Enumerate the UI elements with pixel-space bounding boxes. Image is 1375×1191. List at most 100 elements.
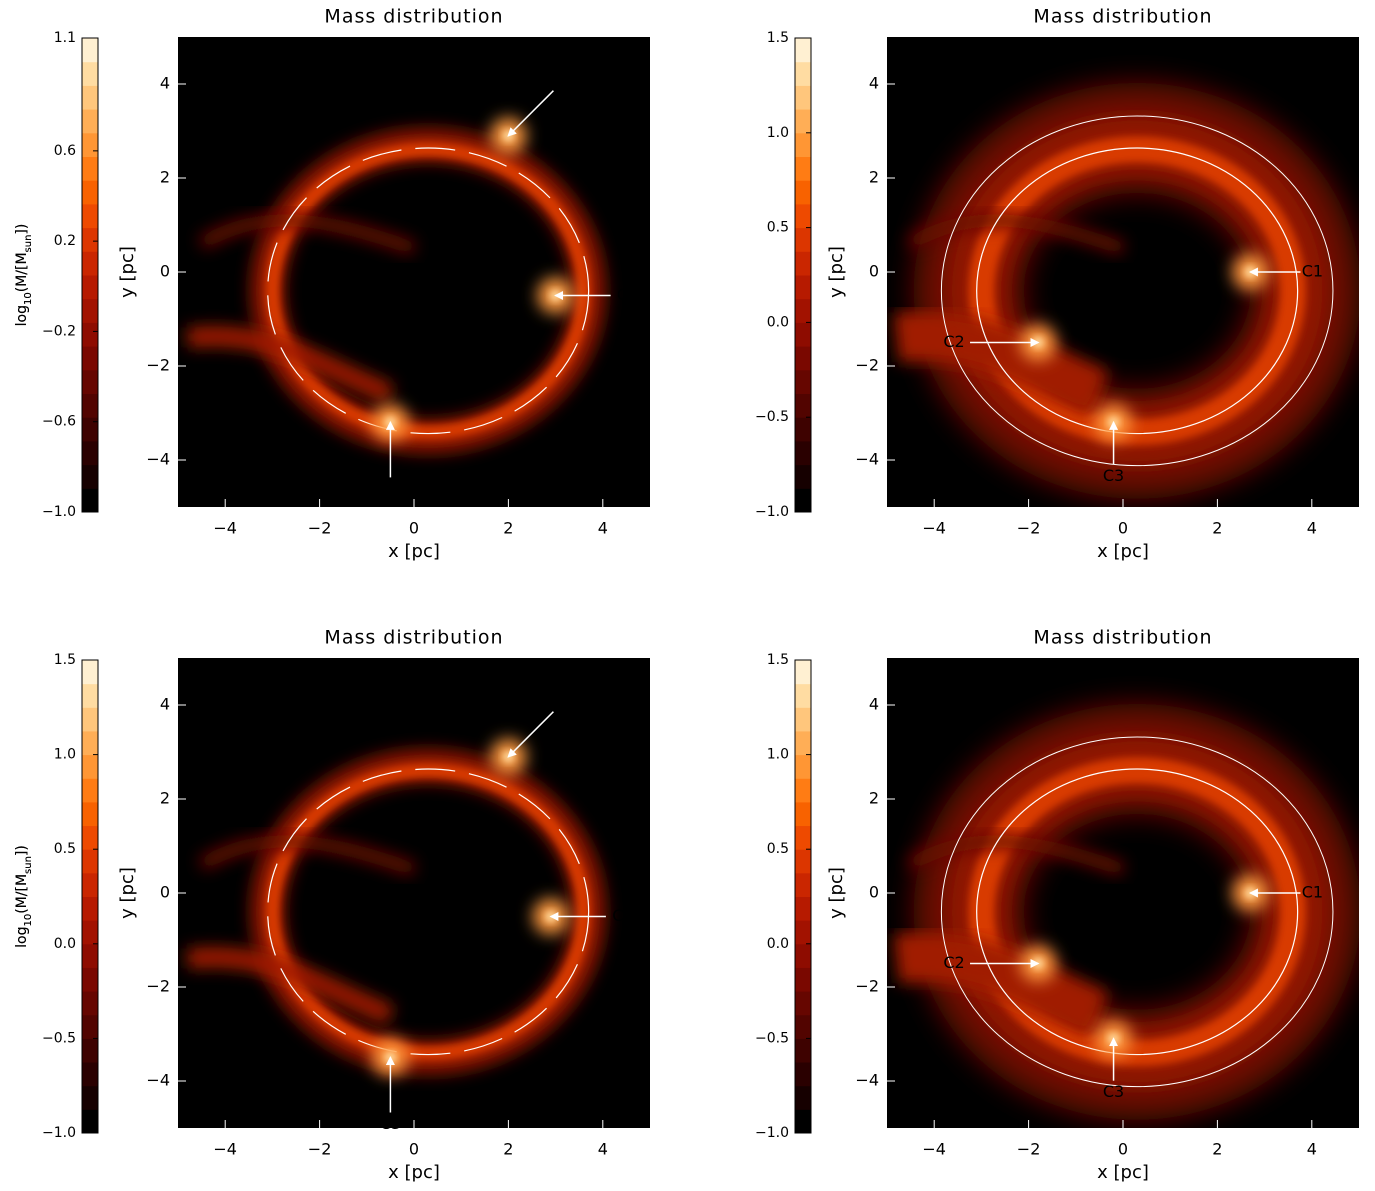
- heatmap-image: [893, 703, 1359, 1120]
- colorbar-step: [82, 464, 98, 489]
- colorbar-step: [82, 825, 98, 850]
- colorbar-step: [82, 1014, 98, 1039]
- colorbar-tick-label: 1.0: [54, 747, 76, 763]
- x-axis-label: x [pc]: [1097, 541, 1149, 562]
- x-tick-label: 2: [1212, 519, 1222, 538]
- colorbar-step: [82, 943, 98, 968]
- x-tick-label: 4: [598, 519, 608, 538]
- colorbar-step: [795, 683, 811, 708]
- y-tick-label: 2: [869, 789, 879, 808]
- annotation-label: C2: [943, 332, 964, 351]
- colorbar-step: [82, 440, 98, 466]
- x-tick-label: −2: [308, 1140, 332, 1159]
- colorbar-step: [795, 730, 811, 756]
- x-tick-label: −4: [922, 519, 946, 538]
- heatmap-filament: [968, 757, 1306, 1067]
- colorbar-label-part: (M/[M: [14, 252, 30, 292]
- colorbar-step: [82, 346, 98, 371]
- heatmap-filament: [893, 311, 1109, 418]
- colorbar-step: [795, 61, 811, 86]
- colorbar-step: [82, 38, 98, 63]
- colorbar-step: [82, 298, 98, 323]
- colorbar-step: [795, 1109, 811, 1134]
- colorbar-step: [82, 322, 98, 347]
- colorbar-tick-label: 1.1: [54, 30, 76, 46]
- colorbar-label-part: ]): [14, 224, 30, 235]
- y-tick-label: −2: [855, 977, 879, 996]
- colorbar-step: [795, 825, 811, 850]
- colorbar-tick-label: −0.5: [755, 1030, 789, 1046]
- colorbar-step: [795, 943, 811, 968]
- colorbar-label-part: 10: [23, 292, 34, 305]
- colorbar-label-part: (M/[M: [14, 252, 30, 292]
- colorbar-step: [795, 967, 811, 992]
- colorbar-step: [82, 849, 98, 874]
- colorbar-label-part: (M/[M: [14, 874, 30, 914]
- colorbar-tick-label: 0.5: [767, 841, 789, 857]
- colorbar-step: [82, 683, 98, 708]
- heatmap-filament: [265, 142, 591, 440]
- colorbar-step: [795, 778, 811, 803]
- colorbar-label-part: log: [14, 927, 30, 948]
- colorbar-step: [82, 393, 98, 418]
- colorbar-tick-label: 0.0: [767, 314, 789, 330]
- x-tick-label: −4: [213, 1140, 237, 1159]
- x-tick-label: 0: [1118, 519, 1128, 538]
- colorbar-tick-label: 1.5: [54, 652, 76, 668]
- annotation-label: C3: [380, 1114, 401, 1133]
- heatmap-filament: [893, 932, 1109, 1039]
- colorbar-step: [795, 275, 811, 300]
- colorbar-step: [82, 872, 98, 897]
- colorbar-tick-label: 0.0: [54, 936, 76, 952]
- annotation-arrow: [507, 90, 554, 137]
- colorbar-tick-label: −1.0: [42, 504, 76, 520]
- colorbar-step: [82, 801, 98, 827]
- annotation-arrow: [507, 711, 554, 758]
- heatmap-filament: [198, 834, 417, 877]
- colorbar-step: [82, 417, 98, 442]
- y-axis-label: y [pc]: [826, 246, 847, 298]
- colorbar-step: [795, 660, 811, 685]
- colorbar-step: [795, 85, 811, 110]
- colorbar-step: [795, 872, 811, 897]
- colorbar-step: [795, 920, 811, 945]
- colorbar-step: [795, 203, 811, 229]
- x-tick-label: 4: [598, 1140, 608, 1159]
- x-tick-label: 0: [409, 1140, 419, 1159]
- colorbar-step: [82, 778, 98, 803]
- y-tick-label: −2: [146, 356, 170, 375]
- colorbar-step: [82, 1085, 98, 1110]
- colorbar-step: [82, 203, 98, 229]
- y-axis-label: y [pc]: [826, 867, 847, 919]
- colorbar-step: [82, 132, 98, 157]
- colorbar-label-part: log: [14, 927, 30, 948]
- y-tick-label: −4: [855, 450, 879, 469]
- heatmap-filament: [198, 213, 417, 256]
- colorbar-step: [82, 1038, 98, 1063]
- y-tick-label: −4: [146, 450, 170, 469]
- colorbar-step: [82, 369, 98, 394]
- heatmap-filament: [186, 326, 395, 404]
- colorbar-frame: [81, 659, 99, 1134]
- colorbar-step: [795, 298, 811, 323]
- annotation-label: C3: [1103, 466, 1124, 485]
- colorbar-label-part: (M/[M: [14, 874, 30, 914]
- y-tick-label: −4: [146, 1071, 170, 1090]
- colorbar-step: [82, 109, 98, 134]
- colorbar-step: [82, 896, 98, 921]
- colorbar-label: log10(M/[Msun]): [14, 224, 34, 327]
- colorbar-label: log10(M/[Msun]): [14, 845, 34, 948]
- colorbar-step: [82, 275, 98, 300]
- heatmap-filament: [907, 834, 1126, 877]
- colorbar-label-part: sun: [23, 856, 34, 874]
- colorbar-label: log10(M/[Msun]): [14, 224, 34, 327]
- annotation-label: C1: [612, 906, 633, 925]
- colorbar-frame: [794, 659, 812, 1134]
- annotation-label: C2: [558, 688, 579, 707]
- annotation-label: C1: [1302, 883, 1323, 902]
- colorbar-step: [795, 346, 811, 371]
- y-tick-label: −4: [855, 1071, 879, 1090]
- contour: [940, 115, 1334, 467]
- colorbar-step: [795, 754, 811, 779]
- heatmap-filament: [186, 947, 395, 1025]
